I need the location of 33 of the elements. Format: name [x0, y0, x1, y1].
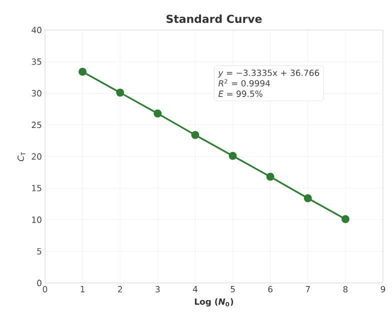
x-tick-label: 1 — [80, 286, 84, 292]
point — [154, 109, 162, 118]
y-tick-label: 10 — [32, 216, 42, 223]
x-tick-label: 2 — [118, 286, 122, 292]
x-tick-label: 8 — [343, 286, 348, 292]
y-tick-label: 15 — [32, 184, 42, 192]
y-tick-label: 0 — [37, 280, 42, 286]
point — [304, 194, 312, 202]
annotation: E = 99.5% — [218, 90, 262, 97]
y-tick-label: 40 — [32, 26, 42, 34]
y-tick-label: 25 — [32, 122, 42, 128]
point — [78, 68, 87, 76]
x-tick-label: 6 — [268, 286, 272, 292]
x-tick-label: 5 — [230, 286, 235, 292]
x-tick-label: 9 — [380, 286, 386, 292]
x-axis-title: Log (N$_{0}$) — [194, 298, 234, 307]
annotation: R$^{2}$ = 0.9994 — [218, 79, 270, 86]
y-axis-title: C$_{T}$ — [18, 152, 26, 162]
x-tick-label: 0 — [42, 286, 48, 292]
point — [116, 88, 124, 97]
point — [228, 152, 237, 160]
y-tick-label: 5 — [37, 248, 42, 255]
y-tick-label: 30 — [32, 90, 42, 96]
y-tick-label: 20 — [32, 153, 42, 160]
point — [191, 130, 200, 139]
y-tick-label: 35 — [32, 58, 42, 65]
point — [341, 215, 350, 224]
x-tick-label: 4 — [192, 286, 198, 292]
x-tick-label: 3 — [156, 286, 160, 292]
point — [266, 172, 274, 181]
annotation: y = −3.3335x + 36.766 — [218, 70, 320, 78]
chart-title: Standard Curve — [166, 14, 262, 24]
x-tick-label: 7 — [306, 286, 310, 292]
